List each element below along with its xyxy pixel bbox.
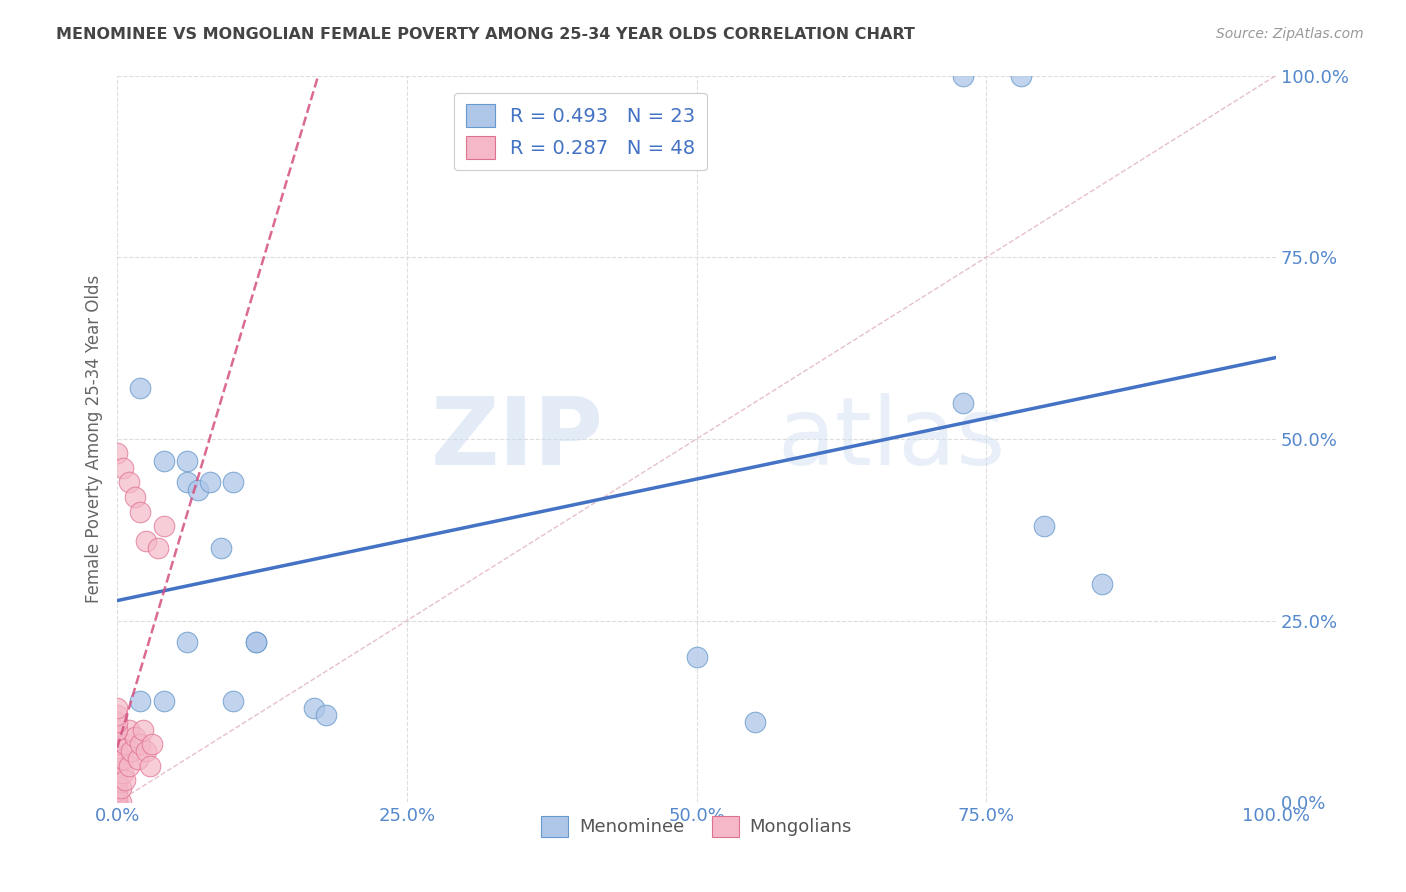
Text: ZIP: ZIP <box>432 392 603 485</box>
Point <box>110 795 132 809</box>
Text: atlas: atlas <box>778 392 1005 485</box>
Point <box>105 770 128 784</box>
Point <box>198 475 221 490</box>
Point <box>245 635 267 649</box>
Point <box>211 541 233 555</box>
Text: Source: ZipAtlas.com: Source: ZipAtlas.com <box>1216 27 1364 41</box>
Point <box>105 708 128 723</box>
Point <box>110 780 132 795</box>
Point <box>111 766 134 780</box>
Point <box>105 715 128 730</box>
Point <box>118 475 141 490</box>
Point <box>105 737 128 751</box>
Point <box>105 759 128 773</box>
Point <box>129 381 152 395</box>
Point <box>114 773 136 788</box>
Point <box>127 752 149 766</box>
Point <box>105 763 128 777</box>
Point <box>152 519 174 533</box>
Point <box>105 723 128 737</box>
Point <box>744 715 766 730</box>
Point <box>952 69 974 83</box>
Point <box>152 693 174 707</box>
Point <box>105 446 128 460</box>
Point <box>245 635 267 649</box>
Point <box>105 747 128 762</box>
Point <box>152 453 174 467</box>
Point <box>141 737 163 751</box>
Point <box>146 541 169 555</box>
Point <box>129 505 152 519</box>
Point <box>1033 519 1056 533</box>
Point <box>176 475 198 490</box>
Point <box>111 752 134 766</box>
Point <box>105 730 128 744</box>
Point <box>1010 69 1032 83</box>
Point <box>105 740 128 755</box>
Point <box>105 700 128 714</box>
Point <box>105 791 128 805</box>
Point <box>685 649 707 664</box>
Point <box>176 635 198 649</box>
Point <box>105 752 128 766</box>
Point <box>105 766 128 780</box>
Point <box>114 737 136 751</box>
Point <box>105 777 128 791</box>
Point <box>105 795 128 809</box>
Point <box>105 795 128 809</box>
Y-axis label: Female Poverty Among 25-34 Year Olds: Female Poverty Among 25-34 Year Olds <box>86 275 103 603</box>
Point <box>952 395 974 409</box>
Point <box>138 759 160 773</box>
Point <box>176 453 198 467</box>
Point <box>105 733 128 747</box>
Point <box>105 784 128 798</box>
Point <box>105 756 128 770</box>
Point <box>187 483 209 497</box>
Point <box>302 700 325 714</box>
Point <box>105 780 128 795</box>
Point <box>105 788 128 802</box>
Text: MENOMINEE VS MONGOLIAN FEMALE POVERTY AMONG 25-34 YEAR OLDS CORRELATION CHART: MENOMINEE VS MONGOLIAN FEMALE POVERTY AM… <box>56 27 915 42</box>
Point <box>105 773 128 788</box>
Point <box>118 723 141 737</box>
Point <box>111 461 134 475</box>
Point <box>129 737 152 751</box>
Point <box>222 693 245 707</box>
Point <box>135 533 157 548</box>
Point <box>222 475 245 490</box>
Point <box>131 723 153 737</box>
Point <box>129 693 152 707</box>
Point <box>124 490 146 504</box>
Point <box>315 708 337 723</box>
Legend: Menominee, Mongolians: Menominee, Mongolians <box>534 809 859 844</box>
Point <box>135 744 157 758</box>
Point <box>124 730 146 744</box>
Point <box>105 744 128 758</box>
Point <box>118 759 141 773</box>
Point <box>1091 577 1114 591</box>
Point <box>120 744 142 758</box>
